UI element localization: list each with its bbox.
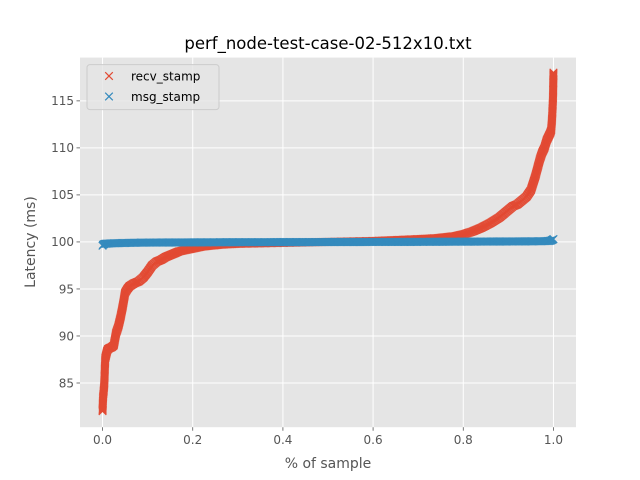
y-tick-label: 105 <box>51 188 74 202</box>
x-tick-label: 1.0 <box>544 433 563 447</box>
data-point <box>549 234 558 244</box>
data-point <box>549 70 558 80</box>
legend-label-recv-stamp: recv_stamp <box>131 70 200 84</box>
legend-marker-msg-stamp <box>104 92 114 101</box>
x-tick-label: 0.8 <box>454 433 473 447</box>
y-tick-label: 90 <box>59 329 74 343</box>
x-axis-label: % of sample <box>285 456 372 472</box>
y-tick-label: 115 <box>51 94 74 108</box>
data-point <box>549 69 558 79</box>
series-msg-stamp <box>98 234 558 250</box>
data-point <box>549 71 558 81</box>
y-axis-ticks: 85 90 95 100 105 110 115 <box>51 94 80 390</box>
data-point <box>549 68 558 77</box>
legend: recv_stamp msg_stamp <box>86 64 220 111</box>
legend-marker-recv-stamp <box>104 71 114 81</box>
chart-title: perf_node-test-case-02-512x10.txt <box>184 34 472 54</box>
y-tick-label: 95 <box>59 282 74 296</box>
x-tick-label: 0.0 <box>93 433 112 447</box>
y-axis-label: Latency (ms) <box>23 196 39 288</box>
series-recv-stamp <box>98 68 558 416</box>
legend-label-msg-stamp: msg_stamp <box>131 90 200 104</box>
legend-x-marker <box>104 71 114 81</box>
y-tick-label: 110 <box>51 141 74 155</box>
x-axis-ticks: 0.0 0.2 0.4 0.6 0.8 1.0 <box>93 427 563 447</box>
x-tick-label: 0.2 <box>183 433 202 447</box>
y-tick-label: 85 <box>59 376 74 390</box>
series-layer <box>98 68 558 416</box>
legend-x-marker <box>104 92 114 101</box>
x-tick-label: 0.6 <box>364 433 383 447</box>
x-tick-label: 0.4 <box>273 433 292 447</box>
y-tick-label: 100 <box>51 235 74 249</box>
legend-box <box>86 64 220 111</box>
